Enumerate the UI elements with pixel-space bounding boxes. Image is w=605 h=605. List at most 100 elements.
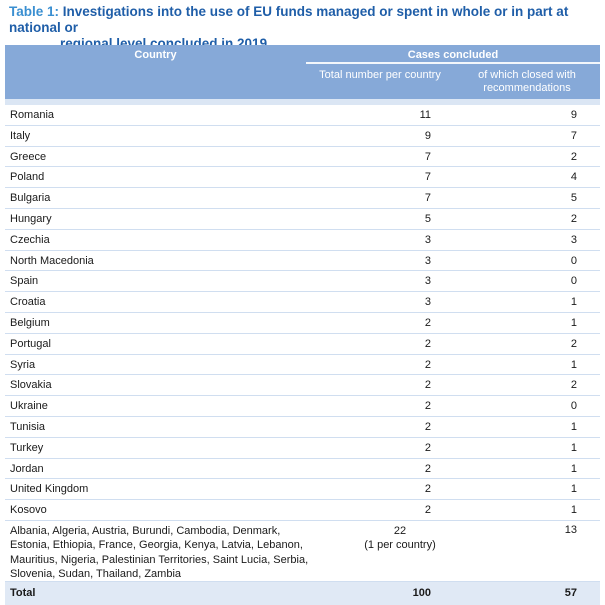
country-cell: Portugal xyxy=(10,337,51,350)
other-countries-total: 22 (1 per country) xyxy=(335,524,465,553)
closed-cell: 7 xyxy=(570,129,577,142)
table-row: Poland 7 4 xyxy=(5,167,600,189)
table-row: Bulgaria 7 5 xyxy=(5,188,600,209)
closed-cell: 1 xyxy=(570,483,577,496)
investigations-table: Country Cases concluded Total number per… xyxy=(5,45,600,605)
closed-cell: 2 xyxy=(570,212,577,225)
closed-cell: 0 xyxy=(570,254,577,267)
total-cell: 11 xyxy=(419,109,431,121)
table-row: North Macedonia 3 0 xyxy=(5,251,600,272)
total-cell: 2 xyxy=(424,400,431,413)
table-row: Turkey 2 1 xyxy=(5,438,600,459)
table-row: Tunisia 2 1 xyxy=(5,417,600,438)
total-cases-value: 100 xyxy=(412,586,431,599)
total-cell: 7 xyxy=(424,192,431,205)
total-cell: 3 xyxy=(424,233,431,246)
table-row: Spain 3 0 xyxy=(5,271,600,293)
country-cell: Czechia xyxy=(10,233,50,246)
closed-cell: 0 xyxy=(570,400,577,413)
table-row: Portugal 2 2 xyxy=(5,334,600,355)
country-cell: Tunisia xyxy=(10,420,46,433)
country-cell: Croatia xyxy=(10,296,46,309)
total-cell: 2 xyxy=(424,358,431,371)
country-cell: Kosovo xyxy=(10,504,47,517)
total-cell: 2 xyxy=(424,504,431,517)
column-header-cases-concluded: Cases concluded xyxy=(407,49,499,61)
total-label: Total xyxy=(10,586,36,599)
total-cell: 7 xyxy=(424,171,431,184)
table-row: United Kingdom 2 1 xyxy=(5,479,600,501)
table-row: Ukraine 2 0 xyxy=(5,396,600,417)
total-closed-value: 57 xyxy=(564,586,577,599)
closed-cell: 0 xyxy=(570,275,577,288)
other-countries-list: Albania, Algeria, Austria, Burundi, Camb… xyxy=(10,524,309,581)
table-body: Romania 11 9 Italy 9 7 Greece 7 2 Poland 7 4 Bulgari… xyxy=(5,105,600,521)
country-cell: Greece xyxy=(10,150,47,163)
table-row: Italy 9 7 xyxy=(5,126,600,147)
country-cell: Syria xyxy=(10,358,36,371)
closed-cell: 1 xyxy=(570,420,577,433)
closed-cell: 1 xyxy=(570,462,577,475)
closed-cell: 5 xyxy=(570,192,577,205)
total-cell: 2 xyxy=(424,420,431,433)
closed-cell: 2 xyxy=(570,337,577,350)
closed-cell: 9 xyxy=(570,109,577,121)
country-cell: Poland xyxy=(10,171,45,184)
table-caption-label: Table 1: xyxy=(9,4,60,19)
total-cell: 7 xyxy=(424,150,431,163)
table-row: Jordan 2 1 xyxy=(5,459,600,480)
table-caption-title-line1: Investigations into the use of EU funds … xyxy=(9,4,569,35)
closed-cell: 1 xyxy=(570,504,577,517)
table-row-total: Total 100 57 xyxy=(5,581,600,605)
other-countries-total-value: 22 xyxy=(393,524,407,537)
country-cell: Turkey xyxy=(10,441,44,454)
closed-cell: 3 xyxy=(570,233,577,246)
closed-cell: 1 xyxy=(570,316,577,329)
header-divider xyxy=(306,62,600,64)
total-cell: 3 xyxy=(424,254,431,267)
table-header-row-2: Total number per country of which closed… xyxy=(5,65,600,99)
closed-cell: 1 xyxy=(570,441,577,454)
table-row: Belgium 2 1 xyxy=(5,313,600,334)
total-cell: 2 xyxy=(424,337,431,350)
column-header-country: Country xyxy=(134,49,177,61)
closed-cell: 2 xyxy=(570,379,577,392)
closed-cell: 1 xyxy=(570,296,577,309)
closed-cell: 2 xyxy=(570,150,577,163)
table-row: Kosovo 2 1 xyxy=(5,500,600,521)
other-countries-closed: 13 xyxy=(564,523,577,536)
country-cell: United Kingdom xyxy=(10,483,89,496)
table-row: Hungary 5 2 xyxy=(5,209,600,230)
total-cell: 2 xyxy=(424,441,431,454)
table-row: Croatia 3 1 xyxy=(5,292,600,313)
table-row: Slovakia 2 2 xyxy=(5,375,600,397)
country-cell: Jordan xyxy=(10,462,44,475)
closed-cell: 1 xyxy=(570,358,577,371)
table-row: Czechia 3 3 xyxy=(5,230,600,251)
header-spacer xyxy=(5,99,600,105)
country-cell: Ukraine xyxy=(10,400,48,413)
total-cell: 2 xyxy=(424,462,431,475)
total-cell: 2 xyxy=(424,379,431,392)
country-cell: Belgium xyxy=(10,316,50,329)
total-cell: 2 xyxy=(424,316,431,329)
total-cell: 3 xyxy=(424,275,431,288)
table-row: Greece 7 2 xyxy=(5,147,600,168)
country-cell: North Macedonia xyxy=(10,254,94,267)
closed-cell: 4 xyxy=(570,171,577,184)
country-cell: Italy xyxy=(10,129,31,142)
other-countries-total-note: (1 per country) xyxy=(364,539,436,552)
country-cell: Bulgaria xyxy=(10,192,51,205)
total-cell: 5 xyxy=(424,212,431,225)
column-header-total-per-country: Total number per country xyxy=(319,69,441,81)
total-cell: 2 xyxy=(424,483,431,496)
country-cell: Romania xyxy=(10,109,55,121)
country-cell: Spain xyxy=(10,275,39,288)
column-header-closed-with-recommendations: of which closed with recommendations xyxy=(478,69,576,94)
table-row: Syria 2 1 xyxy=(5,355,600,376)
table-row-other-countries: Albania, Algeria, Austria, Burundi, Camb… xyxy=(5,521,600,582)
country-cell: Hungary xyxy=(10,212,52,225)
table-row: Romania 11 9 xyxy=(5,105,600,126)
total-cell: 9 xyxy=(424,129,431,142)
table-header-row-1: Country Cases concluded xyxy=(5,45,600,65)
